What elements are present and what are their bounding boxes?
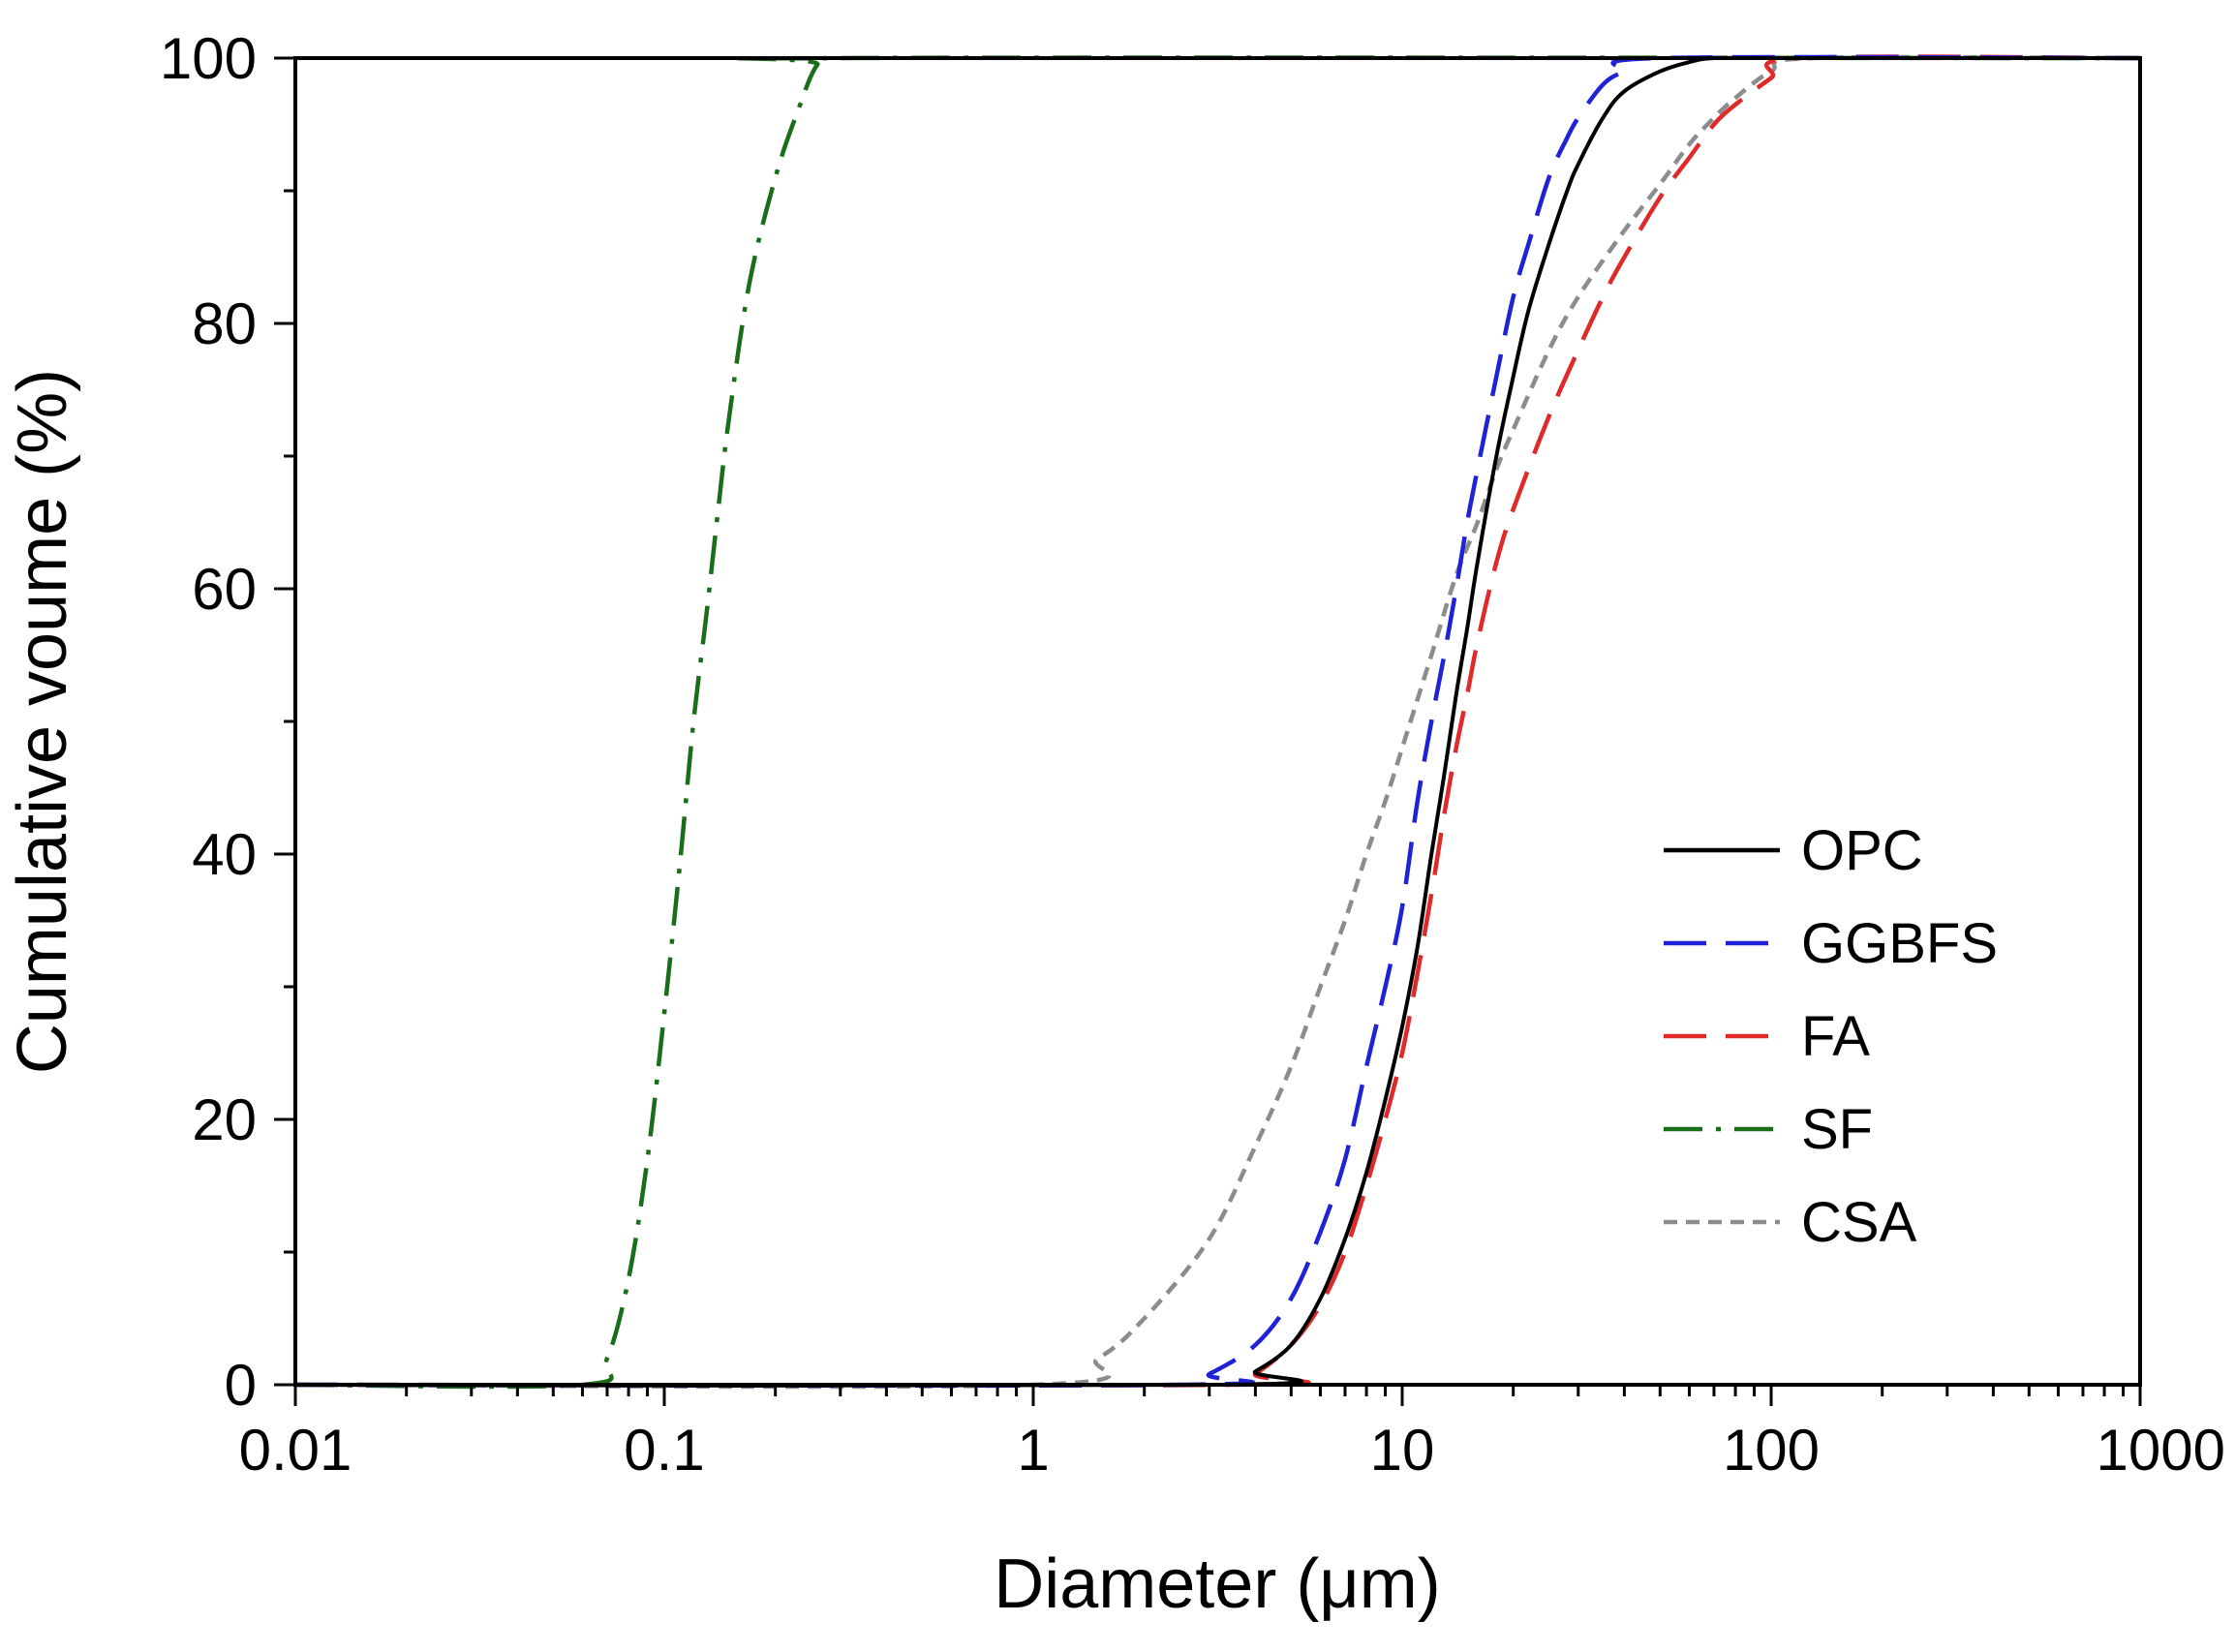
legend: OPC GGBFS FA SF CSA bbox=[1664, 819, 1998, 1254]
y-tick-label: 100 bbox=[160, 26, 257, 91]
y-tick-label: 20 bbox=[192, 1087, 257, 1152]
legend-label-sf: SF bbox=[1801, 1098, 1873, 1161]
y-axis-title: Cumulative voume (%) bbox=[4, 369, 81, 1074]
x-tick-label: 100 bbox=[1723, 1418, 1820, 1483]
x-tick-label: 0.1 bbox=[624, 1418, 704, 1483]
x-tick-label: 1 bbox=[1017, 1418, 1049, 1483]
legend-label-opc: OPC bbox=[1801, 819, 1923, 882]
x-tick-label: 0.01 bbox=[239, 1418, 352, 1483]
series-line-opc bbox=[294, 55, 2140, 1389]
y-tick-label: 40 bbox=[192, 822, 257, 887]
legend-label-csa: CSA bbox=[1801, 1191, 1917, 1254]
x-tick-label: 10 bbox=[1370, 1418, 1435, 1483]
x-axis-title: Diameter (μm) bbox=[994, 1545, 1441, 1623]
y-tick-label: 60 bbox=[192, 557, 257, 622]
legend-label-fa: FA bbox=[1801, 1005, 1870, 1068]
y-tick-label: 0 bbox=[225, 1353, 257, 1418]
y-tick-label: 80 bbox=[192, 291, 257, 356]
series-line-ggbfs bbox=[294, 54, 2141, 1389]
series-line-csa bbox=[294, 54, 2141, 1390]
axis-layer: 0 20 40 60 80 100 0.01 0.1 1 10 100 1000 bbox=[160, 26, 2225, 1483]
legend-label-ggbfs: GGBFS bbox=[1801, 912, 1998, 975]
x-tick-label: 1000 bbox=[2097, 1418, 2225, 1483]
